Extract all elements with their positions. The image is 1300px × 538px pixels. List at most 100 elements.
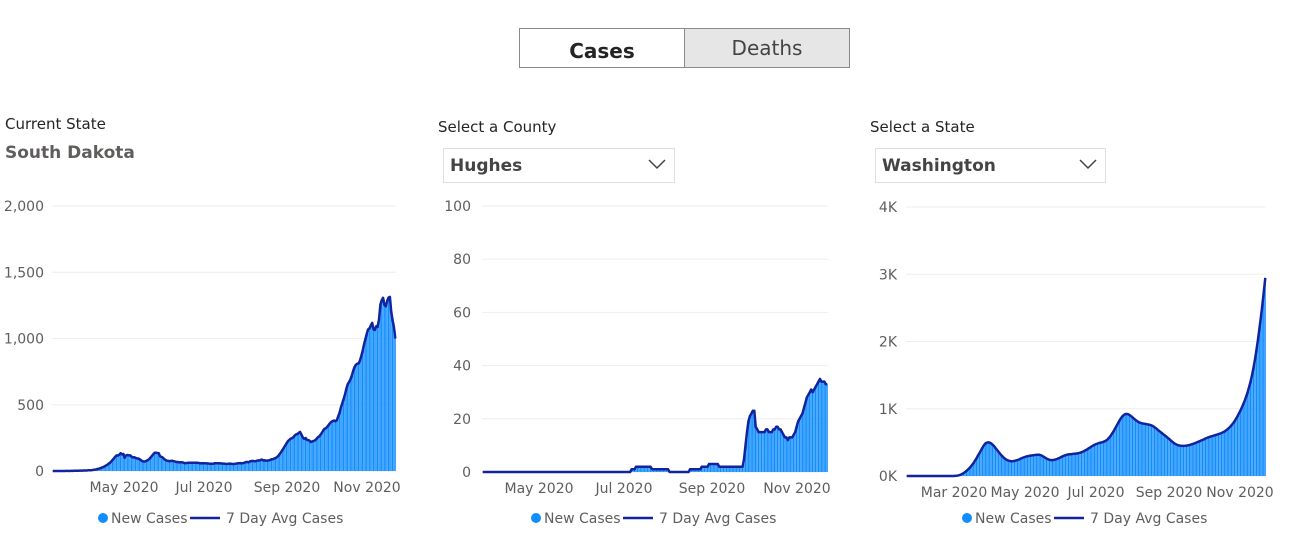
bar [152, 454, 154, 471]
bar [981, 447, 984, 476]
bar [1091, 446, 1093, 476]
bar [296, 434, 298, 471]
bar [269, 460, 271, 471]
bar [277, 455, 279, 471]
bar [1223, 431, 1225, 476]
bar [696, 469, 698, 472]
bar [1077, 453, 1080, 476]
x-tick-label: Sep 2020 [254, 480, 320, 496]
bar [236, 463, 239, 471]
bar [382, 297, 384, 471]
bar [334, 421, 336, 471]
bar [238, 463, 240, 471]
bar [1126, 413, 1128, 476]
bar [1139, 422, 1141, 476]
bar [1096, 443, 1099, 476]
bar [768, 432, 770, 472]
y-tick-label: 1K [879, 402, 898, 418]
bar [317, 437, 319, 471]
bar [991, 444, 994, 476]
bar [1206, 437, 1208, 476]
bar [107, 463, 109, 471]
bar [1002, 456, 1004, 476]
bar [657, 469, 659, 472]
bar [1130, 416, 1132, 476]
current-state-label: Current State [5, 115, 106, 133]
bar [1121, 416, 1123, 476]
bar [322, 430, 324, 471]
bar [746, 432, 748, 472]
bar [1080, 452, 1083, 476]
x-tick-label: May 2020 [89, 480, 158, 496]
bar [1212, 435, 1214, 476]
bar [819, 378, 821, 472]
bar [352, 370, 354, 471]
bar [359, 360, 361, 471]
bar [1231, 424, 1233, 476]
bar [323, 428, 326, 471]
bar [223, 463, 225, 471]
bar [790, 437, 792, 472]
bar [1098, 442, 1100, 476]
bar [734, 466, 736, 472]
bar [1228, 428, 1230, 476]
county-dropdown[interactable]: Hughes [443, 148, 675, 183]
bar [1047, 459, 1049, 476]
bar [804, 402, 806, 472]
bar [781, 432, 783, 472]
bar [357, 363, 360, 471]
bar [803, 408, 805, 472]
bar [1005, 459, 1007, 476]
bar [822, 381, 824, 472]
bar [1059, 457, 1061, 476]
bar [987, 442, 989, 476]
bar [360, 355, 362, 471]
bar [1016, 460, 1019, 476]
bar [1201, 439, 1204, 476]
bar [321, 432, 323, 471]
tab-cases[interactable]: Cases [519, 28, 685, 68]
bar [243, 462, 245, 471]
bar [1009, 461, 1011, 476]
tab-deaths[interactable]: Deaths [684, 28, 850, 68]
bar [1255, 349, 1258, 476]
bar [143, 461, 145, 471]
bar [661, 469, 663, 472]
bar [788, 437, 790, 472]
bar [1043, 456, 1045, 476]
bar [971, 464, 973, 476]
bar [736, 466, 738, 472]
bar [1204, 438, 1207, 476]
bar [208, 463, 210, 471]
bar [1050, 460, 1052, 476]
bar [168, 461, 171, 471]
bar [1057, 458, 1059, 476]
bar [163, 459, 165, 471]
bar [167, 460, 169, 471]
bar [727, 466, 729, 472]
bar [1147, 424, 1150, 476]
bar [1172, 442, 1174, 476]
bar [1165, 436, 1167, 476]
bar [177, 461, 179, 471]
bar [196, 462, 198, 471]
bar [261, 459, 263, 471]
bar [276, 456, 278, 471]
bar [1120, 418, 1122, 476]
bar [1247, 391, 1249, 476]
bar [204, 463, 206, 471]
bar [1015, 460, 1017, 476]
bar [345, 388, 347, 471]
y-tick-label: 1,500 [4, 265, 44, 281]
bar [128, 455, 130, 471]
bar [1146, 424, 1148, 476]
bar [1044, 457, 1046, 476]
bar [115, 455, 118, 471]
bar [645, 466, 647, 472]
bar [253, 461, 255, 471]
bar [737, 466, 739, 472]
bar [1010, 461, 1013, 476]
bar [193, 462, 195, 471]
bar [1051, 460, 1053, 476]
state-dropdown[interactable]: Washington [875, 148, 1106, 183]
